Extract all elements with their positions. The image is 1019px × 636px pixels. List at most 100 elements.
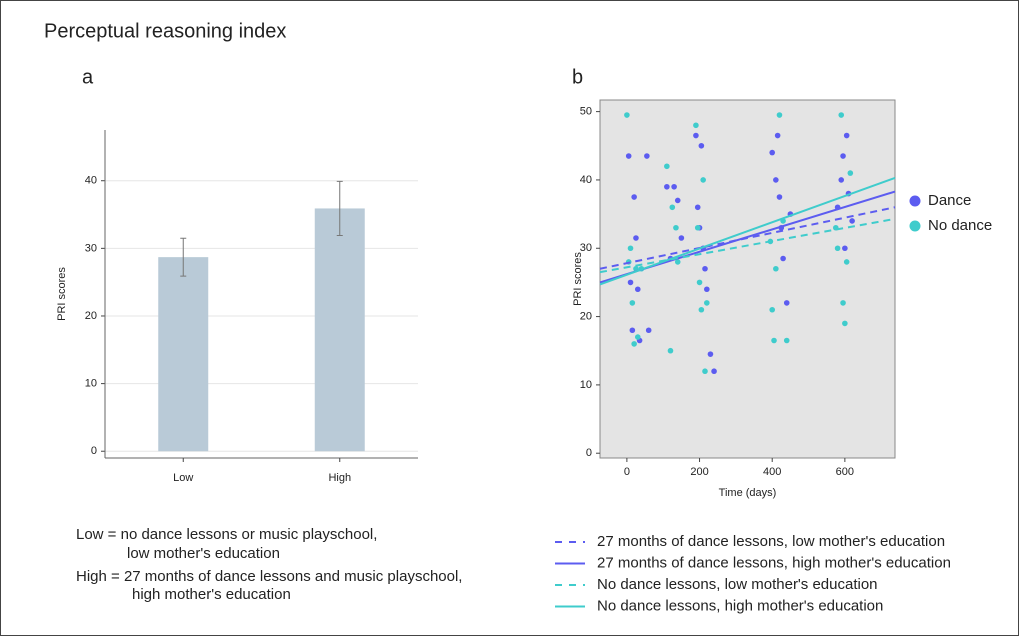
x-tick-label: High: [328, 472, 351, 484]
y-tick-label: 10: [580, 379, 592, 391]
legend-label: No dance lessons, high mother's educatio…: [597, 597, 883, 614]
point: [644, 153, 650, 159]
point: [633, 235, 639, 241]
x-tick-label: 400: [763, 466, 781, 478]
y-tick-label: 50: [580, 106, 592, 118]
point: [694, 224, 701, 231]
plot-background: [599, 99, 896, 459]
point: [838, 112, 845, 118]
point: [671, 183, 677, 190]
error-bar: [180, 237, 187, 277]
y-tick-label: 0: [91, 445, 97, 457]
point: [700, 177, 706, 183]
point: [674, 259, 681, 265]
y-axis-label: PRI scores: [56, 267, 68, 321]
point: [773, 265, 779, 272]
point: [849, 218, 855, 224]
legend-label: 27 months of dance lessons, low mother's…: [597, 533, 945, 550]
point: [678, 235, 685, 241]
panel-label: a: [82, 66, 94, 88]
point: [698, 306, 705, 313]
point: [840, 153, 846, 159]
legend-marker: [909, 195, 921, 207]
y-tick-label: 40: [85, 175, 97, 187]
point: [773, 177, 779, 183]
note: High = 27 months of dance lessons and mu…: [76, 568, 462, 585]
legend-label: 27 months of dance lessons, high mother'…: [597, 554, 951, 571]
point: [634, 334, 641, 340]
point: [769, 306, 776, 313]
point: [704, 300, 710, 306]
x-axis-label: Time (days): [719, 487, 777, 499]
fit-line: [599, 217, 896, 274]
point: [704, 286, 710, 293]
point: [625, 153, 632, 159]
point: [673, 224, 679, 231]
error-bar: [336, 180, 343, 237]
point: [843, 259, 850, 265]
point: [771, 337, 777, 344]
point: [631, 341, 637, 347]
point: [624, 112, 630, 118]
point: [667, 347, 674, 354]
point: [843, 132, 850, 139]
point: [694, 204, 701, 211]
point: [627, 245, 634, 252]
x-tick-label: Low: [173, 472, 193, 484]
point: [698, 142, 705, 149]
point: [627, 279, 634, 286]
legend-label: No dance lessons, low mother's education: [597, 576, 878, 593]
x-tick-label: 600: [836, 466, 854, 478]
point: [629, 300, 636, 306]
point: [693, 132, 699, 139]
point: [629, 327, 636, 334]
note: Low = no dance lessons or music playscho…: [76, 526, 377, 543]
point: [634, 286, 641, 293]
y-tick-label: 20: [85, 310, 97, 322]
point: [834, 245, 841, 252]
point: [780, 255, 786, 262]
point: [702, 368, 708, 375]
y-tick-label: 20: [580, 310, 592, 322]
point: [776, 194, 783, 200]
point: [674, 197, 681, 204]
point: [707, 351, 714, 357]
legend-label: No dance: [928, 217, 992, 234]
x-tick-label: 200: [690, 466, 708, 478]
note: high mother's education: [132, 586, 291, 603]
point: [776, 112, 783, 118]
point: [702, 265, 708, 272]
point: [774, 132, 781, 139]
point: [711, 368, 717, 375]
note: low mother's education: [127, 545, 280, 562]
point: [783, 337, 790, 344]
point: [696, 279, 703, 286]
legend-label: Dance: [928, 192, 971, 209]
y-tick-label: 0: [586, 447, 592, 459]
point: [840, 300, 846, 306]
legend-marker: [909, 220, 921, 232]
point: [838, 177, 845, 183]
panel-label: b: [572, 66, 583, 88]
bar: [314, 208, 365, 452]
x-tick-label: 0: [624, 466, 630, 478]
point: [645, 327, 652, 334]
bar: [158, 257, 209, 452]
y-tick-label: 30: [580, 242, 592, 254]
point: [631, 194, 637, 200]
point: [664, 183, 670, 190]
point: [842, 245, 848, 252]
y-tick-label: 10: [85, 378, 97, 390]
point: [664, 163, 670, 170]
point: [847, 170, 854, 176]
point: [769, 149, 776, 156]
figure-title: Perceptual reasoning index: [44, 20, 286, 42]
point: [693, 122, 699, 129]
point: [842, 320, 848, 327]
y-tick-label: 30: [85, 242, 97, 254]
fit-line: [599, 176, 896, 286]
point: [783, 300, 790, 306]
point: [669, 204, 676, 211]
y-axis-label: PRI scores: [572, 252, 584, 306]
